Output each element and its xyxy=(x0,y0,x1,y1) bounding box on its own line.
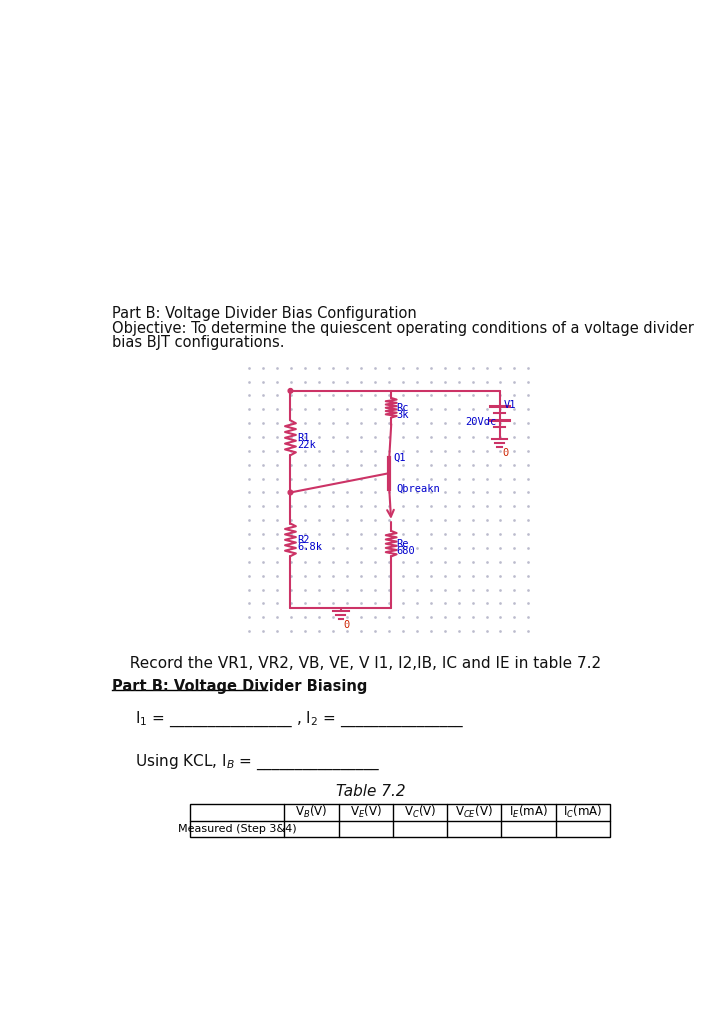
Text: I$_1$ = ________________ , I$_2$ = ________________: I$_1$ = ________________ , I$_2$ = _____… xyxy=(135,710,465,729)
Text: 20Vdc: 20Vdc xyxy=(466,417,497,427)
Text: Q1: Q1 xyxy=(394,454,406,463)
Text: 3k: 3k xyxy=(397,410,409,420)
Circle shape xyxy=(288,490,292,495)
Text: R2: R2 xyxy=(298,536,310,545)
Text: Using KCL, I$_B$ = ________________: Using KCL, I$_B$ = ________________ xyxy=(135,753,381,772)
Text: R1: R1 xyxy=(298,433,310,443)
Text: 6.8k: 6.8k xyxy=(298,542,322,552)
Text: Part B: Voltage Divider Biasing: Part B: Voltage Divider Biasing xyxy=(112,679,368,694)
Bar xyxy=(190,804,610,838)
Text: I$_E$(mA): I$_E$(mA) xyxy=(509,804,548,820)
Text: V$_B$(V): V$_B$(V) xyxy=(295,804,327,820)
Text: Objective: To determine the quiescent operating conditions of a voltage divider: Objective: To determine the quiescent op… xyxy=(112,321,694,336)
Text: 22k: 22k xyxy=(298,440,316,451)
Text: Rc: Rc xyxy=(397,403,409,413)
Text: Re: Re xyxy=(397,539,409,549)
Text: I$_C$(mA): I$_C$(mA) xyxy=(563,804,602,820)
Text: V$_C$(V): V$_C$(V) xyxy=(404,804,436,820)
Text: Record the VR1, VR2, VB, VE, V I1, I2,IB, IC and IE in table 7.2: Record the VR1, VR2, VB, VE, V I1, I2,IB… xyxy=(120,656,601,672)
Text: 0: 0 xyxy=(502,447,509,458)
Text: 680: 680 xyxy=(397,546,416,556)
Text: Measured (Step 3&4): Measured (Step 3&4) xyxy=(177,824,296,834)
Circle shape xyxy=(288,388,292,393)
Text: V$_E$(V): V$_E$(V) xyxy=(350,804,382,820)
Text: Table 7.2: Table 7.2 xyxy=(336,783,406,799)
Text: 0: 0 xyxy=(343,620,350,630)
Text: Qbreakn: Qbreakn xyxy=(397,484,440,494)
Text: V1: V1 xyxy=(504,400,516,410)
Text: Part B: Voltage Divider Bias Configuration: Part B: Voltage Divider Bias Configurati… xyxy=(112,306,417,322)
Text: V$_{CE}$(V): V$_{CE}$(V) xyxy=(455,804,493,820)
Text: bias BJT configurations.: bias BJT configurations. xyxy=(112,335,285,349)
